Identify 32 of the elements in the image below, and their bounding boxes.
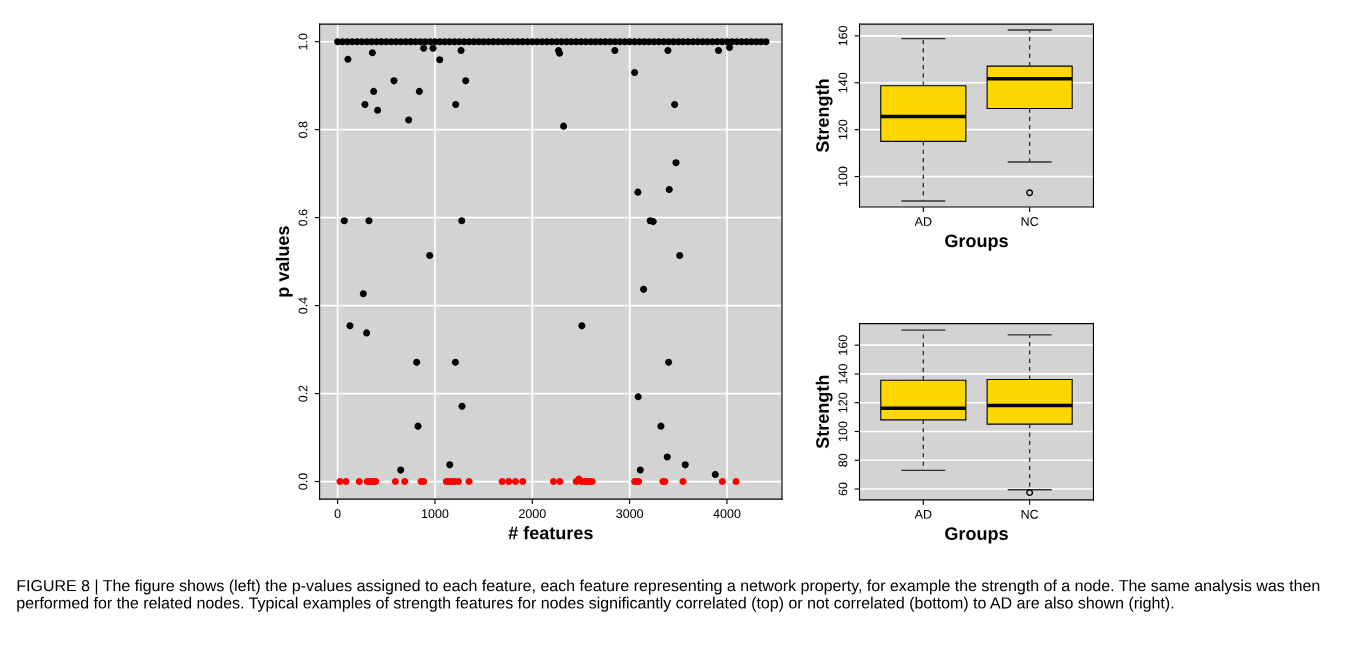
y-axis-title: Strength: [815, 79, 833, 153]
y-tick-label: 80: [838, 453, 848, 467]
x-tick-label: AD: [914, 510, 932, 519]
y-tick-label: 1.0: [298, 33, 308, 50]
x-tick-label: 3000: [616, 509, 644, 519]
caption: FIGURE 8 | The figure shows (left) the p-values assigned to each feature, each feature representing a network property, for example the strength of a node. The same analysis was then performed for the related nodes. Typical examples of strength features for nodes significantly correlated (top) or not correlated (bottom) to AD are also shown (right).: [17, 579, 1320, 612]
y-tick-label: 100: [838, 166, 848, 187]
y-tick-label: 0.6: [298, 209, 308, 226]
y-tick-label: 0.0: [298, 473, 308, 490]
y-tick-label: 60: [838, 482, 848, 496]
y-tick-label: 0.4: [298, 297, 308, 314]
y-tick-label: 140: [838, 72, 848, 93]
y-tick-label: 160: [838, 335, 848, 355]
x-tick-label: 4000: [713, 509, 741, 519]
y-tick-label: 140: [838, 364, 848, 384]
x-axis-title: Groups: [945, 234, 1008, 251]
x-tick-label: AD: [914, 217, 932, 226]
y-tick-label: 0.2: [298, 385, 308, 402]
x-tick-label: 2000: [519, 509, 546, 519]
y-tick-label: 160: [838, 25, 848, 46]
x-axis-title: # features: [508, 526, 593, 540]
x-axis-title: Groups: [945, 527, 1008, 544]
y-tick-label: 120: [838, 119, 848, 140]
y-axis-title: Strength: [815, 375, 833, 449]
y-tick-label: 100: [838, 421, 848, 441]
x-tick-label: 1000: [422, 509, 449, 519]
y-tick-label: 120: [838, 392, 848, 413]
x-tick-label: NC: [1021, 217, 1039, 226]
y-tick-label: 0.8: [298, 121, 308, 138]
x-tick-label: NC: [1021, 509, 1039, 519]
x-tick-label: 0: [334, 509, 341, 519]
y-axis-title: p values: [275, 226, 293, 297]
